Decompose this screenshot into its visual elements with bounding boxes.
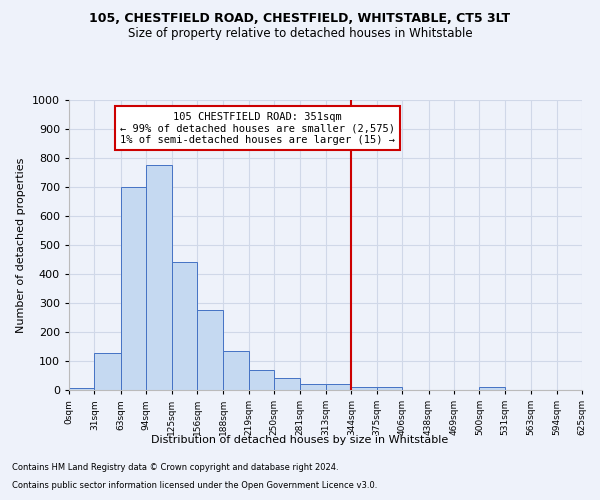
Bar — [326, 384, 352, 390]
Text: 105 CHESTFIELD ROAD: 351sqm
← 99% of detached houses are smaller (2,575)
1% of s: 105 CHESTFIELD ROAD: 351sqm ← 99% of det… — [120, 112, 395, 145]
Text: Contains public sector information licensed under the Open Government Licence v3: Contains public sector information licen… — [12, 481, 377, 490]
Bar — [377, 386, 402, 390]
Bar — [94, 353, 121, 390]
Bar — [274, 378, 299, 390]
Bar — [223, 352, 249, 390]
Bar — [121, 187, 146, 390]
Bar — [299, 384, 326, 390]
Text: Contains HM Land Registry data © Crown copyright and database right 2024.: Contains HM Land Registry data © Crown c… — [12, 464, 338, 472]
Bar — [197, 310, 223, 390]
Bar — [172, 262, 197, 390]
Bar — [479, 387, 505, 390]
Bar — [146, 166, 172, 390]
Bar — [249, 370, 274, 390]
Text: Distribution of detached houses by size in Whitstable: Distribution of detached houses by size … — [151, 435, 449, 445]
Bar — [352, 386, 377, 390]
Bar — [69, 388, 94, 390]
Y-axis label: Number of detached properties: Number of detached properties — [16, 158, 26, 332]
Text: 105, CHESTFIELD ROAD, CHESTFIELD, WHITSTABLE, CT5 3LT: 105, CHESTFIELD ROAD, CHESTFIELD, WHITST… — [89, 12, 511, 26]
Text: Size of property relative to detached houses in Whitstable: Size of property relative to detached ho… — [128, 28, 472, 40]
